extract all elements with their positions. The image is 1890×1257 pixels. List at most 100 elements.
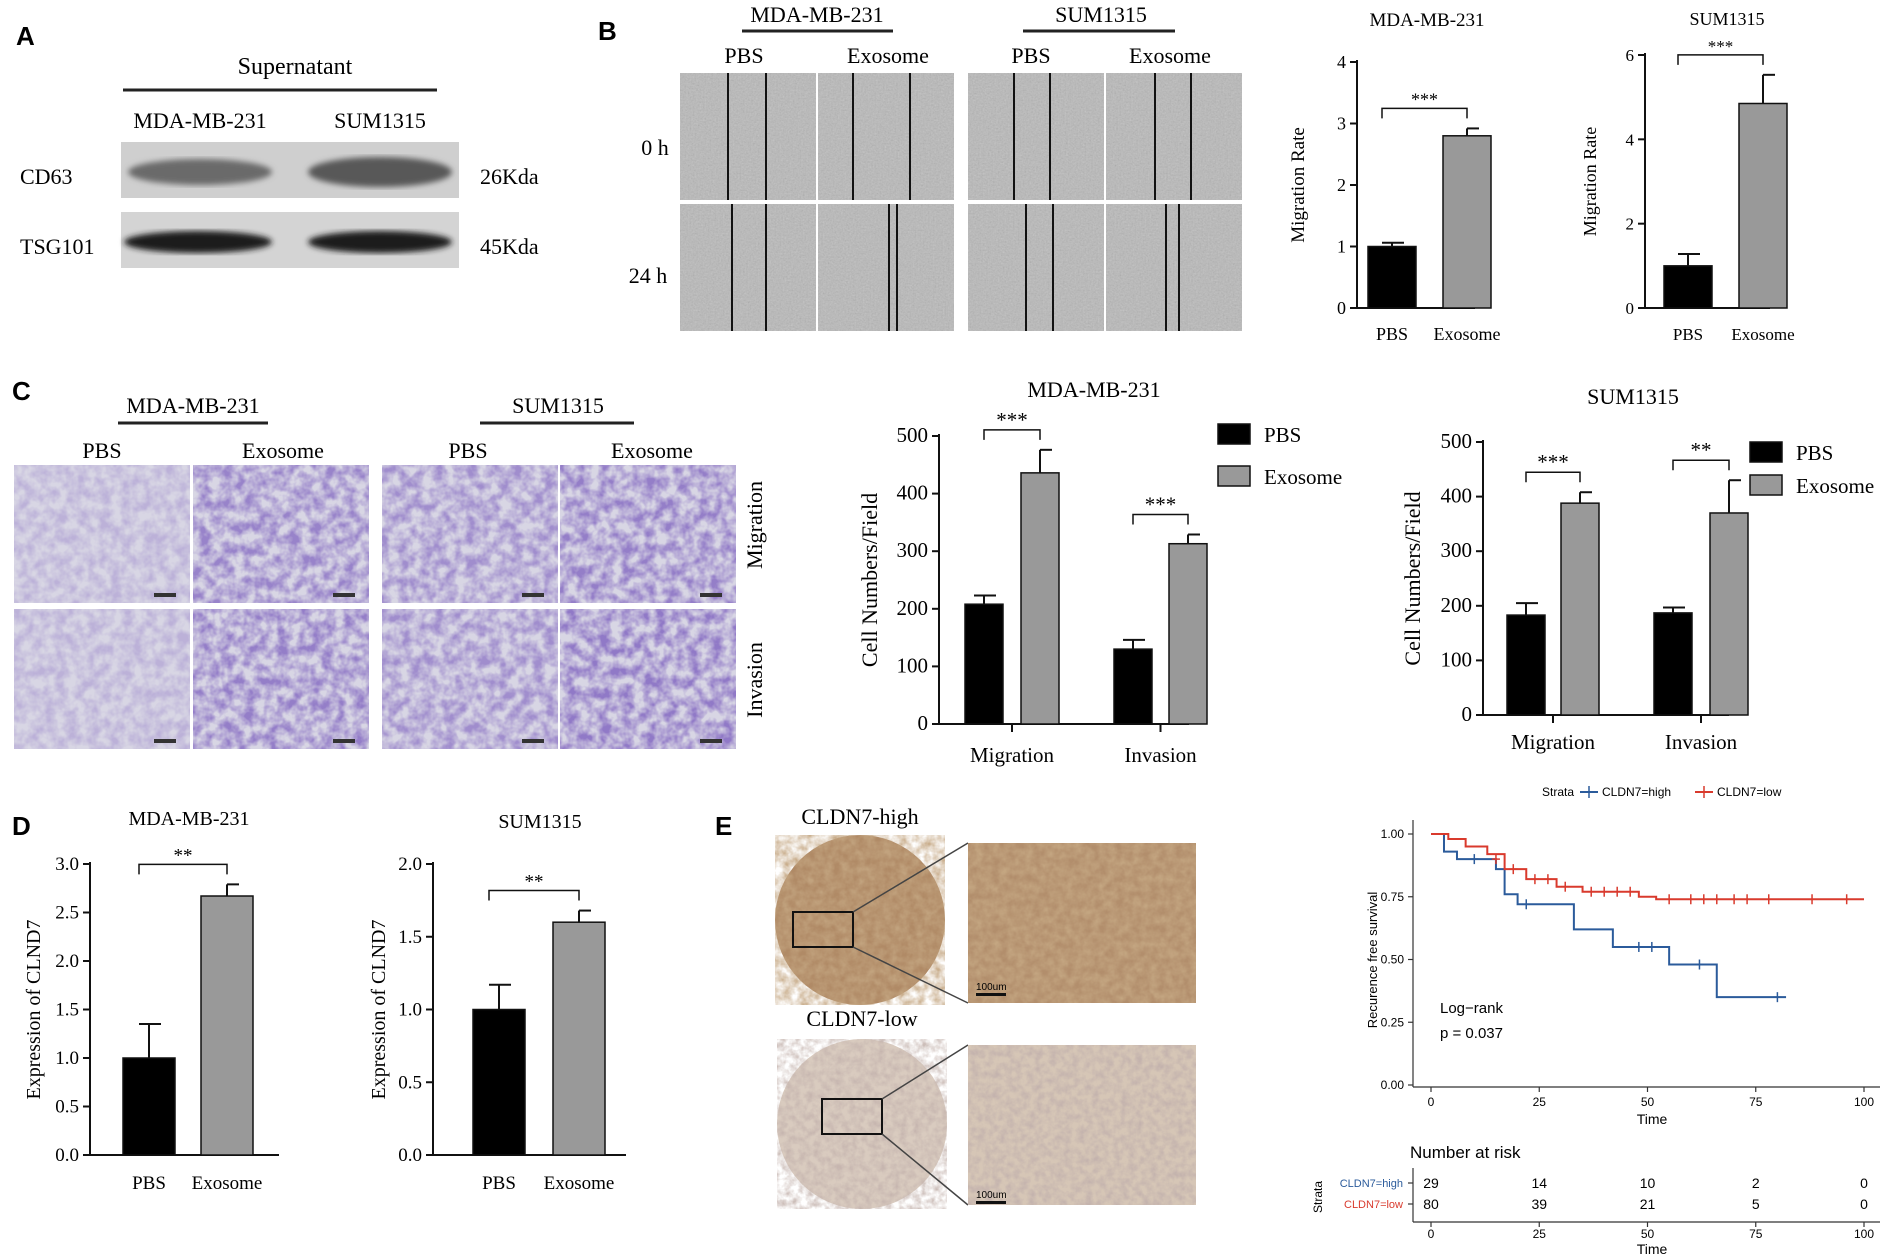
- transwell-tile-stain: [382, 609, 558, 749]
- risk-count: 21: [1640, 1196, 1656, 1212]
- y-tick-label: 1.00: [1381, 827, 1405, 841]
- y-tick-label: 200: [897, 596, 929, 620]
- survival-chart: Strata CLDN7=high CLDN7=low 0.00 0.25 0.50 0.7…: [1311, 785, 1880, 1257]
- y-axis-label: Cell Numbers/Field: [857, 493, 882, 667]
- wound-tile-texture: [818, 73, 954, 200]
- y-tick-label: 2.0: [398, 854, 422, 875]
- y-tick-label: 0.5: [55, 1097, 79, 1118]
- risk-x-axis-label: Time: [1637, 1241, 1668, 1257]
- x-category-label: Invasion: [1124, 743, 1197, 767]
- wound-cond-label: Exosome: [847, 43, 929, 68]
- x-category-label: Exosome: [1731, 325, 1794, 344]
- band-size-tsg101: 45Kda: [480, 234, 539, 259]
- significance-stars: ***: [996, 408, 1028, 432]
- risk-count: 80: [1423, 1196, 1439, 1212]
- transwell-scale-bar: [154, 739, 176, 743]
- bar-chart: SUM1315 0.0 0.5 1.0 1.5 2.0 Expression of CLND…: [368, 811, 626, 1194]
- legend-label: PBS: [1796, 441, 1833, 465]
- risk-x-tick-label: 0: [1428, 1227, 1435, 1241]
- risk-table-title: Number at risk: [1410, 1143, 1521, 1162]
- survival-curve: [1431, 833, 1864, 901]
- y-tick-label: 0.00: [1381, 1078, 1405, 1092]
- y-tick-label: 2: [1626, 215, 1635, 234]
- transwell-scale-bar: [333, 593, 355, 597]
- panel-label-a: A: [16, 21, 35, 51]
- transwell-cond-label: Exosome: [242, 438, 324, 463]
- y-tick-label: 0: [918, 711, 929, 735]
- significance-bracket: [488, 889, 580, 901]
- bar-exosome: [200, 895, 254, 1156]
- transwell-tile-stain: [560, 609, 736, 749]
- western-blot: Supernatant MDA-MB-231 SUM1315 CD63 TSG1…: [20, 54, 539, 268]
- y-tick-label: 100: [1441, 647, 1473, 671]
- y-axis-label: Recurence free survival: [1365, 892, 1380, 1029]
- supernatant-header: Supernatant: [238, 54, 353, 80]
- ihc-scale-text: 100um: [976, 1190, 1007, 1201]
- y-tick-label: 0.25: [1381, 1015, 1405, 1029]
- ihc-zoom-low-texture: [968, 1045, 1196, 1205]
- y-tick-label: 0: [1462, 702, 1473, 726]
- ihc-zoom-box-high: [792, 911, 854, 948]
- transwell-tile-stain: [193, 465, 369, 603]
- wound-tile-texture: [968, 73, 1104, 200]
- bar-pbs: [1367, 245, 1417, 309]
- y-axis-label: Migration Rate: [1580, 127, 1600, 236]
- wound-cell-label-sum: SUM1315: [1055, 2, 1147, 27]
- band-name-cd63: CD63: [20, 164, 73, 189]
- bar-pbs: [1506, 614, 1546, 716]
- panel-label-b: B: [598, 16, 617, 46]
- y-tick-label: 0.0: [398, 1145, 422, 1166]
- wound-cond-label: PBS: [724, 43, 763, 68]
- ihc-zoom-line: [852, 946, 969, 1004]
- y-tick-label: 100: [897, 653, 929, 677]
- y-tick-label: 3: [1337, 114, 1346, 134]
- transwell-scale-bar: [522, 593, 544, 597]
- y-tick-label: 0.50: [1381, 953, 1405, 967]
- transwell-tile-stain: [193, 609, 369, 749]
- risk-count: 10: [1640, 1175, 1656, 1191]
- y-axis-label: Expression of CLND7: [368, 920, 390, 1100]
- bar-exosome: [1738, 102, 1788, 309]
- y-tick-label: 3.0: [55, 854, 79, 875]
- bar-exosome: [1168, 542, 1208, 725]
- wound-cell-label-mda: MDA-MB-231: [750, 2, 883, 27]
- survival-curve: [1431, 833, 1787, 999]
- legend-label: Exosome: [1796, 474, 1874, 498]
- significance-stars: ***: [1708, 37, 1734, 56]
- transwell-scale-bar: [154, 593, 176, 597]
- x-category-label: PBS: [1376, 324, 1408, 344]
- x-tick-label: 75: [1749, 1095, 1763, 1109]
- risk-x-tick-label: 50: [1641, 1227, 1655, 1241]
- y-tick-label: 6: [1626, 46, 1635, 65]
- risk-strata-label: Strata: [1311, 1181, 1325, 1213]
- ihc-label-high: CLDN7-high: [801, 804, 918, 829]
- significance-stars: **: [525, 872, 544, 893]
- wound-cond-label: PBS: [1011, 43, 1050, 68]
- bar-chart: SUM1315 0 2 4 6 Migration Rate PBS Exosome ***: [1580, 9, 1795, 344]
- chart-title: MDA-MB-231: [1027, 377, 1160, 402]
- chart-title: SUM1315: [498, 811, 581, 833]
- risk-count: 5: [1752, 1196, 1760, 1212]
- legend-swatch: [1749, 441, 1783, 463]
- bar-exosome: [1709, 512, 1749, 716]
- x-category-label: Invasion: [1665, 730, 1738, 754]
- y-tick-label: 2.0: [55, 951, 79, 972]
- ihc-zoom-line: [852, 842, 969, 913]
- y-tick-label: 4: [1626, 130, 1635, 149]
- transwell-tile-stain: [560, 465, 736, 603]
- y-tick-label: 500: [1441, 429, 1473, 453]
- wound-tile-texture: [680, 73, 816, 200]
- x-category-label: Migration: [970, 743, 1054, 767]
- significance-bracket: [1381, 107, 1468, 119]
- y-tick-label: 1.5: [55, 1000, 79, 1021]
- x-category-label: Exosome: [544, 1173, 615, 1194]
- risk-count: 2: [1752, 1175, 1760, 1191]
- bar-pbs: [1653, 612, 1693, 716]
- y-tick-label: 400: [897, 481, 929, 505]
- ihc-core-low-texture: [777, 1039, 947, 1209]
- bar-chart: MDA-MB-231 0 1 2 3 4 Migration Rate PBS Exosome *…: [1288, 10, 1501, 344]
- y-tick-label: 1: [1337, 237, 1346, 257]
- x-category-label: Migration: [1511, 730, 1595, 754]
- significance-bracket: [138, 863, 228, 875]
